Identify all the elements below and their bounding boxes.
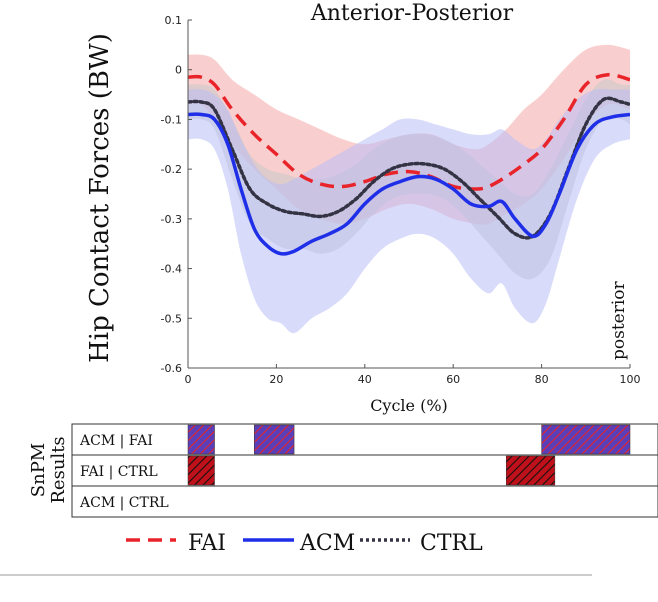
snpm-label-line1: SnPM [28, 443, 49, 497]
legend: FAI ACM CTRL [126, 531, 483, 556]
y-tick-label: -0.2 [161, 163, 182, 176]
chart-title: Anterior-Posterior [310, 1, 514, 26]
x-tick-label: 20 [269, 373, 283, 386]
snpm-label-line2: Results [48, 436, 69, 503]
line-acm [188, 112, 630, 256]
x-tick-label: 80 [535, 373, 549, 386]
series-lines [188, 72, 630, 256]
snpm-significant-region [541, 424, 631, 455]
x-axis-label: Cycle (%) [370, 396, 448, 415]
y-tick-label: 0 [175, 64, 182, 77]
legend-label-fai: FAI [188, 531, 226, 556]
legend-label-acm: ACM [299, 531, 355, 556]
snpm-significant-region [505, 455, 556, 486]
y-tick-label: -0.1 [161, 113, 182, 126]
snpm-results-table: ACM | FAI FAI | CTRL ACM | CTRL [71, 423, 658, 518]
snpm-row-label: ACM | CTRL [79, 495, 169, 511]
snpm-significant-region [187, 424, 215, 455]
y-tick-label: -0.6 [161, 362, 182, 375]
y-tick-label: -0.4 [161, 263, 182, 276]
x-tick-label: 100 [620, 373, 641, 386]
snpm-significant-region [254, 424, 295, 455]
posterior-annotation: posterior [609, 280, 629, 360]
y-axis-ticks: 0.1 0 -0.1 -0.2 -0.3 -0.4 -0.5 -0.6 [161, 14, 192, 375]
snpm-row-label: FAI | CTRL [80, 464, 158, 480]
snpm-row [71, 454, 658, 487]
band-acm [188, 88, 630, 334]
legend-label-ctrl: CTRL [420, 531, 483, 556]
snpm-significant-region [187, 455, 215, 486]
x-tick-label: 0 [185, 373, 192, 386]
x-axis-ticks: 0 20 40 60 80 100 [185, 364, 641, 386]
x-tick-label: 60 [446, 373, 460, 386]
y-tick-label: -0.5 [161, 312, 182, 325]
snpm-row [71, 485, 658, 518]
y-axis-label: Hip Contact Forces (BW) [85, 33, 115, 363]
snpm-row-label: ACM | FAI [79, 433, 153, 449]
line-fai [188, 72, 630, 191]
y-tick-label: -0.3 [161, 213, 182, 226]
y-tick-label: 0.1 [165, 14, 183, 27]
confidence-bands [188, 44, 630, 334]
x-tick-label: 40 [358, 373, 372, 386]
